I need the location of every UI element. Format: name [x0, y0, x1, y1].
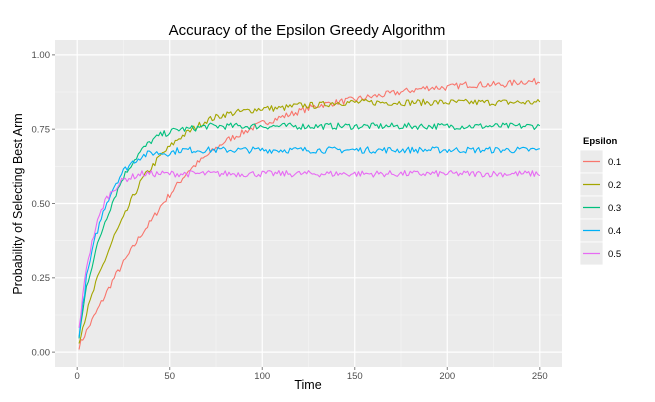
y-axis-title: Probability of Selecting Best Arm — [11, 113, 25, 294]
series-line-3 — [78, 122, 541, 339]
x-tick-label: 0 — [75, 371, 80, 382]
y-tick-label: 0.50 — [32, 199, 51, 210]
x-tick-label: 50 — [164, 371, 175, 382]
x-axis-title: Time — [294, 378, 321, 392]
x-tick-label: 200 — [439, 371, 455, 382]
major-gridlines — [55, 40, 562, 367]
series-lines — [78, 77, 541, 350]
y-tick-label: 0.00 — [32, 347, 51, 358]
legend-label: 0.3 — [608, 203, 621, 214]
legend-label: 0.2 — [608, 180, 621, 191]
y-tick-label: 0.75 — [32, 124, 51, 135]
x-axis-ticks: 0 50 100 150 200 250 — [75, 367, 548, 382]
y-axis-ticks: 0.00 0.25 0.50 0.75 1.00 — [32, 50, 55, 358]
legend-label: 0.4 — [608, 226, 621, 237]
legend-label: 0.5 — [608, 249, 621, 260]
x-tick-label: 150 — [347, 371, 363, 382]
series-line-5 — [78, 170, 541, 328]
series-line-2 — [78, 98, 541, 344]
series-line-1 — [78, 77, 540, 350]
series-line-4 — [78, 146, 540, 338]
chart-title: Accuracy of the Epsilon Greedy Algorithm — [169, 22, 446, 39]
legend: Epsilon 0.1 0.2 0.3 0.4 0.5 — [579, 136, 621, 266]
x-tick-label: 100 — [254, 371, 270, 382]
y-tick-label: 0.25 — [32, 273, 51, 284]
legend-title: Epsilon — [583, 136, 618, 147]
x-tick-label: 250 — [532, 371, 548, 382]
legend-label: 0.1 — [608, 157, 621, 168]
y-tick-label: 1.00 — [32, 50, 51, 61]
